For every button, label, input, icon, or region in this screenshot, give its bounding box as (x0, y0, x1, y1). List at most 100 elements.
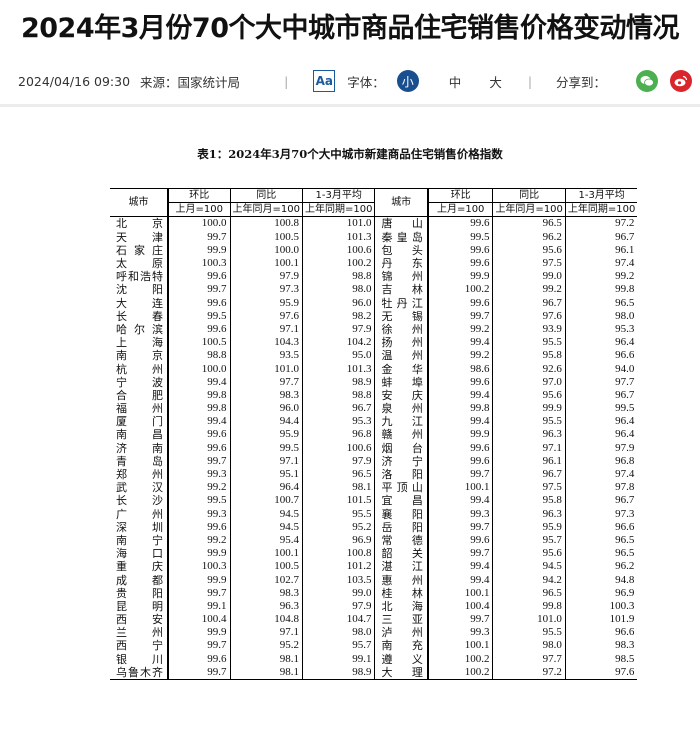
cell-yoy: 99.5 (229, 441, 303, 455)
cell-mom: 99.8 (167, 402, 230, 416)
header-mom-base: 上月=100 (426, 202, 493, 218)
cell-mom: 99.5 (167, 309, 230, 323)
cell-yoy: 102.7 (229, 573, 303, 587)
cell-mom: 99.6 (167, 441, 230, 455)
cell-yoy: 95.7 (492, 533, 566, 548)
cell-avg: 96.7 (564, 494, 638, 508)
cell-yoy: 100.5 (229, 230, 303, 244)
cell-city: 唐山 (374, 216, 428, 231)
font-size-large-button[interactable]: 大 (489, 74, 502, 90)
cell-mom: 100.5 (167, 336, 230, 350)
cell-city: 牡丹江 (374, 296, 428, 310)
table-row: 哈尔滨 99.6 97.1 97.9 徐州 99.2 93.9 95.3 (110, 322, 638, 337)
header-city: 城市 (374, 187, 428, 218)
cell-mom: 99.2 (426, 349, 493, 363)
table-row: 银川 99.6 98.1 99.1 遵义 100.2 97.7 98.5 (110, 652, 638, 666)
cell-city: 安庆 (374, 388, 428, 402)
cell-city: 太原 (116, 257, 163, 271)
cell-yoy: 99.9 (492, 402, 566, 416)
cell-city: 桂林 (374, 586, 428, 600)
cell-yoy: 97.1 (229, 626, 303, 640)
cell-mom: 99.4 (426, 336, 493, 350)
header-yoy: 同比 (229, 187, 303, 204)
cell-yoy: 101.0 (492, 613, 566, 627)
font-size-small-button[interactable]: 小 (396, 70, 419, 92)
cell-yoy: 93.9 (492, 322, 566, 337)
weibo-icon[interactable] (670, 70, 693, 92)
cell-yoy: 95.5 (492, 336, 566, 350)
header-avg: 1-3月平均 (564, 187, 638, 204)
cell-city: 九江 (374, 415, 428, 429)
cell-city: 上海 (116, 336, 163, 350)
publish-datetime: 2024/04/16 09:30 (18, 73, 131, 89)
cell-avg: 98.9 (301, 665, 375, 680)
cell-yoy: 100.1 (229, 256, 303, 271)
cell-avg: 97.8 (564, 481, 638, 495)
cell-city: 徐州 (374, 322, 428, 337)
cell-yoy: 96.2 (492, 230, 566, 244)
table-row: 乌鲁木齐 99.7 98.1 98.9 大理 100.2 97.2 97.6 (110, 665, 638, 680)
cell-city: 沈阳 (116, 283, 163, 297)
cell-mom: 99.6 (167, 652, 230, 666)
table-row: 兰州 99.9 97.1 98.0 泸州 99.3 95.5 96.6 (110, 626, 638, 640)
table-row: 长沙 99.5 100.7 101.5 宜昌 99.4 95.8 96.7 (110, 494, 638, 508)
table-row: 海口 99.9 100.1 100.8 韶关 99.7 95.6 96.5 (110, 547, 638, 561)
cell-yoy: 97.1 (229, 454, 303, 468)
cell-mom: 99.7 (167, 639, 230, 653)
cell-avg: 97.6 (564, 665, 638, 680)
cell-avg: 101.2 (301, 560, 375, 574)
cell-city: 泉州 (374, 402, 428, 416)
cell-yoy: 96.1 (492, 454, 566, 468)
table-row: 青岛 99.7 97.1 97.9 济宁 99.6 96.1 96.8 (110, 454, 638, 468)
table-row: 杭州 100.0 101.0 101.3 金华 98.6 92.6 94.0 (110, 362, 638, 376)
cell-yoy: 97.6 (492, 309, 566, 323)
cell-city: 扬州 (374, 336, 428, 350)
cell-city: 三亚 (374, 613, 428, 627)
cell-mom: 99.6 (426, 296, 493, 310)
cell-avg: 97.9 (301, 322, 375, 337)
cell-yoy: 97.1 (229, 322, 303, 337)
cell-city: 武汉 (116, 481, 163, 495)
cell-mom: 99.3 (426, 507, 493, 521)
cell-mom: 100.3 (167, 256, 230, 271)
cell-yoy: 98.0 (492, 639, 566, 653)
cell-yoy: 94.4 (229, 415, 303, 429)
cell-city: 蚌埠 (374, 375, 428, 389)
cell-yoy: 95.6 (492, 388, 566, 402)
cell-city: 重庆 (116, 560, 163, 574)
cell-yoy: 97.5 (492, 256, 566, 271)
cell-city: 烟台 (374, 441, 428, 455)
cell-yoy: 95.2 (229, 639, 303, 653)
cell-avg: 96.8 (301, 428, 375, 442)
table-row: 济南 99.6 99.5 100.6 烟台 99.6 97.1 97.9 (110, 441, 638, 455)
table-row: 福州 99.8 96.0 96.7 泉州 99.8 99.9 99.5 (110, 402, 638, 416)
cell-avg: 100.6 (301, 243, 375, 257)
wechat-icon[interactable] (636, 70, 659, 92)
header-avg-base: 上年同期=100 (301, 202, 375, 218)
table-row: 长春 99.5 97.6 98.2 无锡 99.7 97.6 98.0 (110, 309, 638, 323)
cell-avg: 94.0 (564, 362, 638, 376)
font-size-icon: Aa (313, 70, 336, 92)
cell-yoy: 96.0 (229, 402, 303, 416)
cell-mom: 99.6 (167, 296, 230, 310)
cell-city: 洛阳 (374, 467, 428, 482)
cell-yoy: 101.0 (229, 362, 303, 376)
cell-city: 锦州 (374, 270, 428, 284)
cell-city: 包头 (374, 243, 428, 257)
cell-mom: 98.6 (426, 362, 493, 376)
cell-yoy: 92.6 (492, 362, 566, 376)
cell-avg: 96.5 (301, 467, 375, 482)
table-row: 大连 99.6 95.9 96.0 牡丹江 99.6 96.7 96.5 (110, 296, 638, 310)
cell-city: 常德 (374, 533, 428, 548)
cell-mom: 99.4 (426, 388, 493, 402)
cell-city: 金华 (374, 362, 428, 376)
cell-avg: 100.6 (301, 441, 375, 455)
cell-yoy: 97.0 (492, 375, 566, 389)
cell-city: 宁波 (116, 375, 163, 389)
cell-avg: 97.9 (301, 599, 375, 613)
font-size-medium-button[interactable]: 中 (448, 74, 462, 90)
cell-avg: 99.1 (301, 652, 375, 666)
cell-city: 韶关 (374, 547, 428, 561)
cell-avg: 97.2 (564, 216, 638, 231)
header-mom: 环比 (426, 187, 493, 204)
